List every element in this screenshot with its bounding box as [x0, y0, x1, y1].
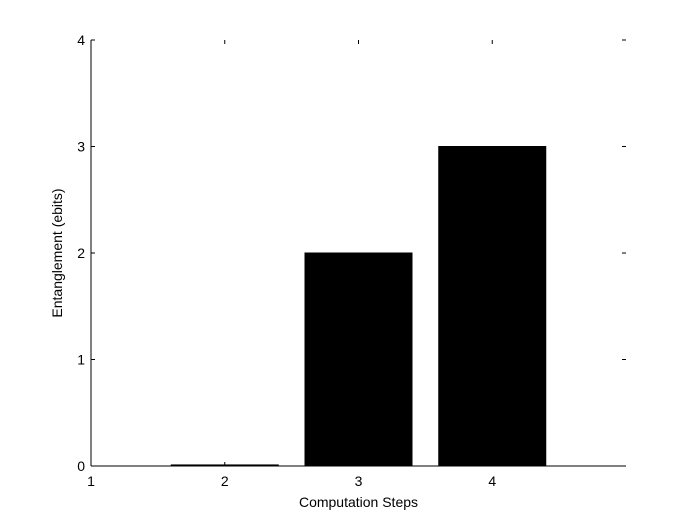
bars	[171, 147, 546, 467]
x-tick-label: 1	[87, 473, 95, 489]
y-tick-label: 3	[77, 139, 85, 155]
y-tick-label: 1	[77, 352, 85, 368]
x-tick-label: 3	[355, 473, 363, 489]
x-axis-label: Computation Steps	[299, 494, 418, 510]
bar-2	[171, 465, 278, 466]
bar-3	[305, 253, 412, 466]
y-tick-label: 4	[77, 32, 85, 48]
y-axis-label: Entanglement (ebits)	[49, 188, 65, 317]
x-tick-label: 4	[488, 473, 496, 489]
bar-4	[439, 147, 546, 467]
y-tick-label: 2	[77, 245, 85, 261]
y-tick-label: 0	[77, 458, 85, 474]
x-tick-label: 2	[221, 473, 229, 489]
